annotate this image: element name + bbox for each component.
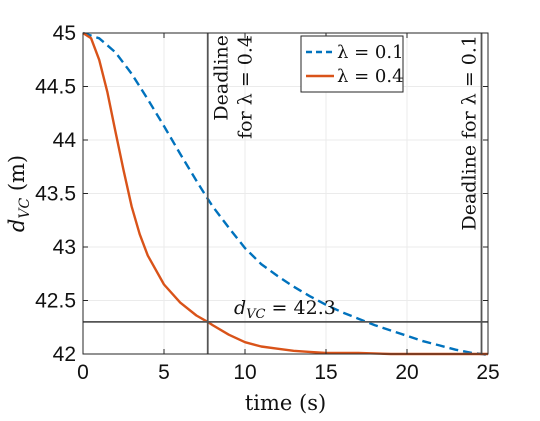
deadline-annotation-0.4: Deadline for λ = 0.4 [211, 35, 257, 139]
x-tick-label: 10 [233, 361, 256, 384]
legend-label-1: λ = 0.1 [337, 42, 404, 63]
deadline-label-line1: Deadline [211, 35, 233, 121]
deadline-label: Deadline for λ = 0.1 [459, 35, 481, 231]
x-tick-label: 15 [314, 361, 337, 384]
deadline-annotation-0.1: Deadline for λ = 0.1 [459, 35, 481, 231]
y-tick-label: 44 [53, 129, 77, 152]
x-tick-label: 5 [158, 361, 170, 384]
y-axis-label-var: d [5, 219, 29, 232]
threshold-label-sub: VC [246, 307, 265, 322]
x-tick-label: 25 [476, 361, 499, 384]
y-tick-label: 45 [53, 22, 76, 45]
threshold-label-var: d [234, 297, 246, 319]
y-tick-label: 44.5 [35, 76, 76, 99]
y-tick-label: 42 [53, 343, 76, 366]
legend-label-2: λ = 0.4 [337, 66, 404, 87]
x-tick-label: 20 [395, 361, 418, 384]
legend: λ = 0.1 λ = 0.4 [300, 35, 404, 93]
series-layer [82, 31, 489, 357]
y-axis-label-sub: VC [17, 198, 33, 219]
legend-box [300, 35, 404, 93]
threshold-label: dVC = 42.3 [234, 297, 336, 322]
reference-lines: Deadline for λ = 0.4 Deadline for λ = 0.1 d… [83, 33, 488, 354]
y-tick-label: 43 [53, 236, 76, 259]
y-tick-label: 42.5 [35, 290, 76, 313]
y-axis-label: dVC (m) [5, 155, 33, 232]
deadline-label-line2: for λ = 0.4 [235, 35, 257, 139]
series-line-1 [82, 31, 489, 357]
threshold-label-value: = 42.3 [266, 297, 336, 319]
x-axis-label: time (s) [245, 391, 326, 415]
y-axis-label-unit: (m) [5, 155, 29, 198]
axis-ticks: 0 5 10 15 20 25 42 42.5 43 43.5 44 44.5 45 [35, 22, 500, 384]
x-tick-label: 0 [77, 361, 89, 384]
series-line-2 [82, 31, 488, 356]
y-tick-label: 43.5 [35, 183, 76, 206]
